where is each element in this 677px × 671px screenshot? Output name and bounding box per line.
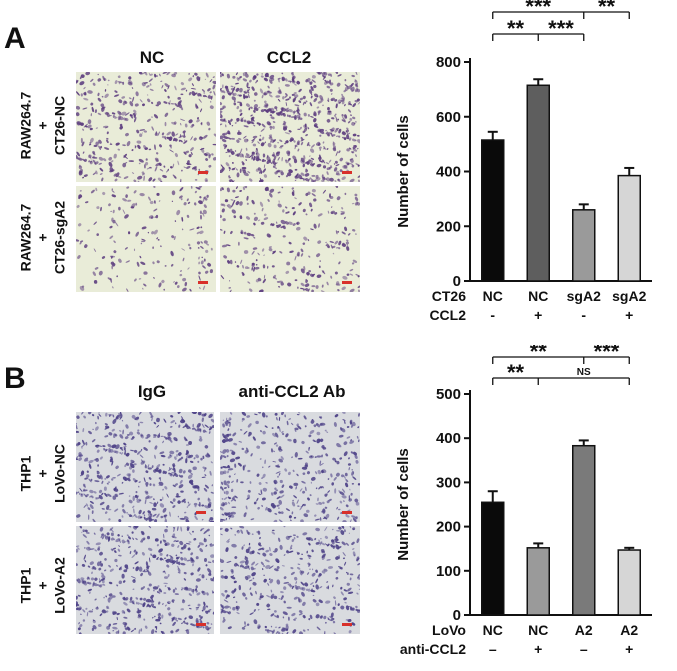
micrograph-lovo-a2-anti-ccl2 xyxy=(220,526,360,634)
significance-label: ** xyxy=(598,0,616,19)
factor-level: – xyxy=(489,641,497,657)
micrograph-ct26-nc-ccl2 xyxy=(220,72,360,182)
bar xyxy=(617,549,641,616)
row-label-line: + xyxy=(34,469,51,478)
scale-bar xyxy=(196,511,206,514)
factor-level: - xyxy=(581,307,586,323)
row-label-lovo-a2: THP1 + LoVo-A2 xyxy=(18,531,69,641)
column-header-ccl2: CCL2 xyxy=(266,48,312,67)
micrograph-image xyxy=(76,412,214,522)
micrograph-ct26-sga2-nc xyxy=(76,186,216,292)
micrograph-lovo-nc-anti-ccl2 xyxy=(220,412,360,522)
factor-level: + xyxy=(534,307,542,323)
row-label-line: THP1 xyxy=(17,567,34,604)
scale-bar xyxy=(342,511,352,514)
factor-level: + xyxy=(534,641,542,657)
micrograph-image xyxy=(76,526,214,634)
scale-bar xyxy=(342,623,352,626)
row-label-line: LoVo-NC xyxy=(51,444,68,503)
row-label-line: CT26-NC xyxy=(51,95,68,156)
factor-name: anti-CCL2 xyxy=(400,641,466,657)
factor-level: sgA2 xyxy=(567,288,601,304)
y-tick-label: 600 xyxy=(436,109,461,126)
row-label-line: LoVo-A2 xyxy=(51,557,68,614)
significance-label: ** xyxy=(507,360,525,385)
factor-level: A2 xyxy=(575,622,593,638)
factor-level: + xyxy=(625,307,633,323)
factor-level: NC xyxy=(483,288,503,304)
row-label-line: + xyxy=(34,233,51,242)
bar xyxy=(526,84,550,282)
significance-label: *** xyxy=(594,345,620,364)
significance-label: *** xyxy=(548,16,574,41)
y-tick-label: 400 xyxy=(436,164,461,181)
factor-level: sgA2 xyxy=(612,288,646,304)
micrograph-ct26-sga2-ccl2 xyxy=(220,186,360,292)
y-axis-label: Number of cells xyxy=(395,115,412,228)
column-header-igg: IgG xyxy=(137,382,167,401)
row-label-line: RAW264.7 xyxy=(17,91,34,160)
row-label-line: + xyxy=(34,581,51,590)
row-label-line: CT26-sgA2 xyxy=(51,200,68,275)
factor-level: NC xyxy=(483,622,503,638)
y-tick-label: 200 xyxy=(436,218,461,235)
bar-chart-b: 0 100 200 300 400 500 Number of cells LoVo NC NC A… xyxy=(395,345,652,657)
y-tick-label: 100 xyxy=(436,563,461,580)
scale-bar xyxy=(198,281,208,284)
row-label-line: RAW264.7 xyxy=(17,203,34,272)
factor-level: NC xyxy=(528,622,548,638)
column-header-nc: NC xyxy=(139,48,165,67)
factor-name: CT26 xyxy=(432,288,466,304)
panel-letter-a: A xyxy=(4,22,26,55)
micrograph-image xyxy=(220,526,360,634)
column-header-anti-ccl2-ab: anti-CCL2 Ab xyxy=(238,382,346,401)
y-tick-label: 200 xyxy=(436,519,461,536)
factor-level: - xyxy=(490,307,495,323)
factor-level: A2 xyxy=(620,622,638,638)
micrograph-ct26-nc-nc xyxy=(76,72,216,182)
significance-label: NS xyxy=(577,367,591,378)
factor-level: + xyxy=(625,641,633,657)
micrograph-lovo-nc-igg xyxy=(76,412,214,522)
y-axis-label: Number of cells xyxy=(395,448,412,561)
bar xyxy=(481,139,505,282)
factor-level: – xyxy=(580,641,588,657)
factor-level: NC xyxy=(528,288,548,304)
y-tick-label: 800 xyxy=(436,54,461,71)
significance-label: ** xyxy=(530,345,548,364)
scale-bar xyxy=(196,623,206,626)
panel-letter-b: B xyxy=(4,362,26,395)
y-tick-label: 500 xyxy=(436,386,461,403)
y-tick-label: 300 xyxy=(436,474,461,491)
factor-name: CCL2 xyxy=(429,307,466,323)
scale-bar xyxy=(198,171,208,174)
significance-label: ** xyxy=(507,16,525,41)
bar xyxy=(617,174,641,282)
row-label-line: + xyxy=(34,121,51,130)
factor-name: LoVo xyxy=(432,622,466,638)
row-label-ct26-nc: RAW264.7 + CT26-NC xyxy=(18,71,69,181)
scale-bar xyxy=(342,281,352,284)
bar xyxy=(572,209,596,282)
y-tick-label: 0 xyxy=(453,607,461,624)
row-label-ct26-sga2: RAW264.7 + CT26-sgA2 xyxy=(18,183,69,293)
row-label-lovo-nc: THP1 + LoVo-NC xyxy=(18,419,69,529)
micrograph-image xyxy=(76,72,216,182)
y-tick-label: 400 xyxy=(436,430,461,447)
scale-bar xyxy=(342,171,352,174)
bar-chart-a: 0 200 400 600 800 Number of cells CT26 NC NC sgA2… xyxy=(395,0,652,323)
micrograph-lovo-a2-igg xyxy=(76,526,214,634)
y-tick-label: 0 xyxy=(453,273,461,290)
micrograph-image xyxy=(220,72,360,182)
bar xyxy=(481,501,505,616)
row-label-line: THP1 xyxy=(17,455,34,492)
bar xyxy=(526,547,550,616)
micrograph-image xyxy=(220,186,360,292)
bar xyxy=(572,444,596,616)
significance-label: *** xyxy=(525,0,551,19)
micrograph-image xyxy=(220,412,360,522)
micrograph-image xyxy=(76,186,216,292)
